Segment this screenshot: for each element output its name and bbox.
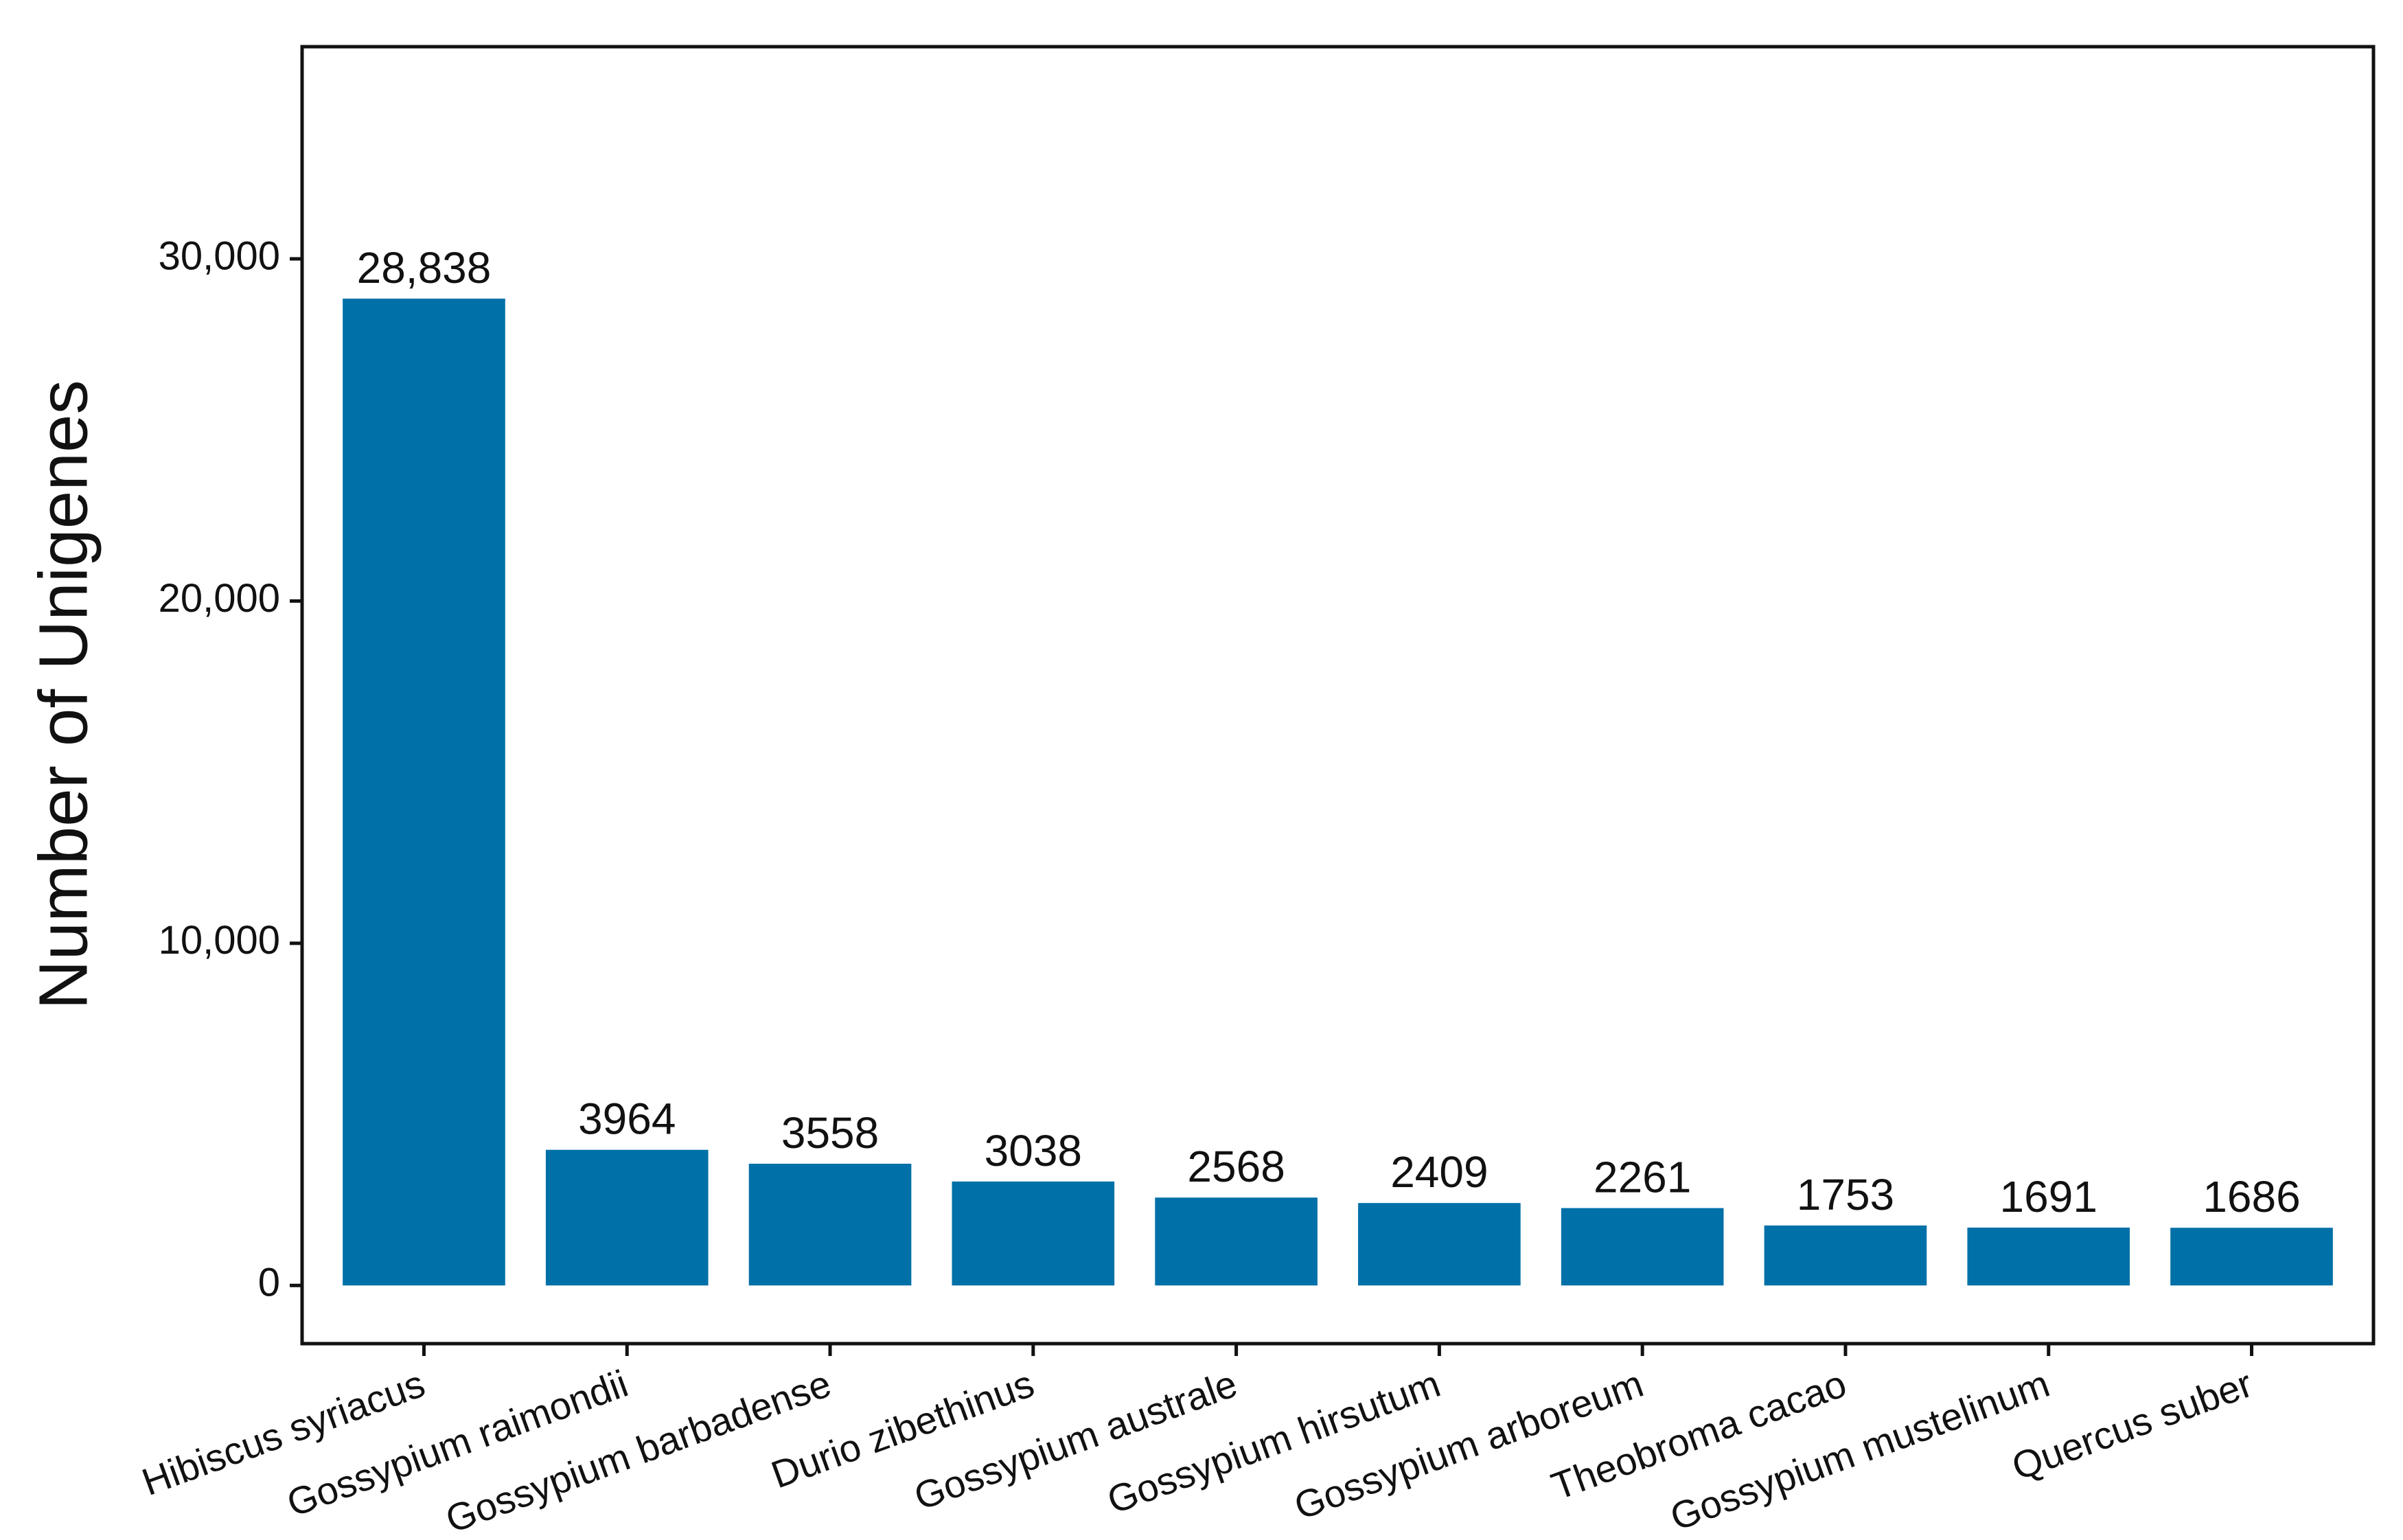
- y-tick-label: 10,000: [159, 918, 280, 963]
- value-label: 1686: [2203, 1172, 2300, 1221]
- x-tick-label: Gossypium hirsutum: [1101, 1361, 1445, 1522]
- x-tick-label: Gossypium mustelinum: [1664, 1361, 2054, 1539]
- plot-panel: [300, 45, 2376, 1346]
- value-label: 3964: [578, 1094, 676, 1144]
- value-label: 2568: [1187, 1142, 1285, 1191]
- bar: [1561, 1208, 1724, 1286]
- bar: [952, 1181, 1115, 1286]
- bar: [1358, 1203, 1521, 1286]
- value-label: 2409: [1390, 1147, 1488, 1197]
- value-label: 28,838: [357, 243, 492, 292]
- bar: [2170, 1228, 2333, 1286]
- bar: [1967, 1227, 2130, 1286]
- value-label: 3038: [985, 1126, 1082, 1175]
- y-tick-label: 20,000: [159, 576, 280, 621]
- bar: [343, 298, 505, 1286]
- bar: [1155, 1197, 1318, 1286]
- y-tick-label: 30,000: [159, 233, 280, 278]
- bar: [1764, 1225, 1927, 1286]
- y-tick-label: 0: [258, 1261, 280, 1305]
- bar: [748, 1163, 912, 1286]
- bar: [545, 1149, 709, 1286]
- value-label: 1753: [1797, 1170, 1894, 1219]
- value-label: 1691: [2000, 1172, 2097, 1221]
- value-label: 3558: [781, 1108, 879, 1158]
- x-tick-label: Gossypium arboreum: [1289, 1361, 1649, 1528]
- value-label: 2261: [1594, 1152, 1691, 1202]
- y-axis-title: Number of Unigenes: [25, 380, 102, 1009]
